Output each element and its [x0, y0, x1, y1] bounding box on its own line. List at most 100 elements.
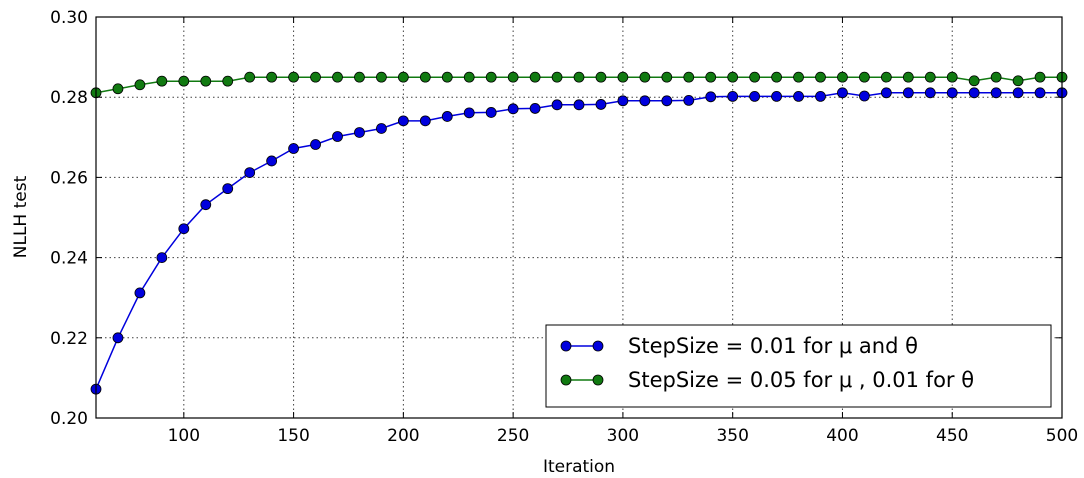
legend-marker — [592, 374, 604, 386]
series-2-point — [902, 71, 914, 83]
series-2-point — [924, 71, 936, 83]
series-group — [90, 71, 1068, 395]
series-1-point — [288, 143, 299, 154]
series-2-point — [178, 75, 190, 87]
series-2-point — [397, 71, 409, 83]
series-1-point — [815, 90, 826, 102]
series-2-point — [156, 75, 168, 87]
legend-label: StepSize = 0.01 for μ and θ — [628, 334, 918, 358]
series-2-point — [419, 71, 431, 83]
series-1-point — [924, 87, 936, 99]
series-1-point — [968, 87, 980, 99]
x-tick-label: 200 — [387, 426, 419, 446]
series-1-point — [683, 95, 695, 106]
series-1-point — [661, 95, 673, 107]
series-1 — [90, 87, 1068, 395]
tick-labels: 100 150 200 250 300 350 400 450 500 0.20 0.22 0.24 0… — [50, 8, 1078, 446]
x-tick-label: 150 — [277, 426, 309, 446]
legend-label: StepSize = 0.05 for μ , 0.01 for θ — [628, 368, 974, 392]
series-2-point — [551, 71, 563, 83]
series-2-point — [485, 71, 497, 83]
series-2-point — [815, 71, 826, 83]
series-1-point — [573, 99, 585, 111]
series-1-point — [156, 252, 168, 264]
series-2-point — [880, 71, 892, 83]
series-1-point — [507, 103, 519, 115]
y-tick-label: 0.24 — [50, 249, 88, 269]
series-1-point — [397, 115, 409, 127]
series-1-point — [859, 90, 870, 102]
series-2-point — [244, 71, 256, 83]
legend-box — [545, 324, 1052, 408]
series-1-point — [771, 90, 782, 102]
series-2-point — [617, 71, 629, 83]
series-2-point — [749, 71, 761, 83]
series-2-point — [507, 71, 519, 83]
series-1-point — [837, 87, 848, 99]
series-1-point — [112, 332, 124, 344]
series-2-point — [200, 75, 212, 87]
series-2-point — [661, 71, 673, 83]
series-1-point — [178, 223, 190, 235]
y-axis-label: NLLH test — [11, 175, 31, 258]
series-2-point — [705, 71, 717, 83]
series-1-point — [793, 90, 804, 102]
series-1-point — [419, 115, 431, 127]
series-1-point — [463, 107, 475, 119]
series-2-point — [771, 71, 782, 83]
series-2-point — [288, 71, 299, 83]
series-2-point — [112, 83, 124, 95]
series-2-point — [134, 79, 146, 91]
series-2-point — [310, 71, 321, 83]
x-tick-label: 500 — [1046, 426, 1078, 446]
series-2-point — [332, 71, 343, 83]
series-1-point — [134, 287, 146, 299]
series-1-point — [705, 91, 717, 103]
series-1-point — [551, 99, 563, 111]
series-1-point — [354, 127, 365, 138]
series-2 — [90, 71, 1068, 99]
series-2-point — [727, 71, 739, 83]
series-1-point — [244, 167, 256, 178]
series-2-point — [946, 71, 958, 83]
y-tick-label: 0.22 — [50, 329, 88, 349]
series-1-point — [266, 155, 278, 167]
legend-marker — [560, 340, 572, 352]
series-1-point — [1034, 87, 1046, 99]
series-2-point — [595, 71, 607, 83]
x-tick-label: 300 — [607, 426, 639, 446]
series-1-point — [749, 90, 761, 102]
series-2-point — [573, 71, 585, 83]
legend: StepSize = 0.01 for μ and θ StepSize = 0.… — [545, 324, 1052, 408]
series-1-point — [332, 131, 343, 142]
axis-ticks — [96, 16, 1063, 419]
series-1-point — [946, 87, 958, 99]
series-2-point — [222, 75, 234, 87]
series-2-point — [1012, 75, 1024, 87]
series-1-point — [529, 103, 541, 114]
x-tick-label: 450 — [936, 426, 968, 446]
series-1-point — [902, 87, 914, 99]
x-tick-label: 400 — [826, 426, 858, 446]
series-2-point — [529, 71, 541, 83]
series-2-point — [990, 71, 1002, 83]
x-tick-label: 250 — [497, 426, 529, 446]
y-tick-label: 0.20 — [50, 409, 88, 429]
series-2-point — [793, 71, 804, 83]
series-2-point — [354, 71, 365, 83]
series-2-point — [463, 71, 475, 83]
series-1-point — [595, 99, 607, 110]
series-1-point — [485, 107, 497, 118]
series-2-point — [376, 71, 387, 83]
y-tick-label: 0.28 — [50, 88, 88, 108]
legend-marker — [592, 340, 604, 352]
series-1-point — [200, 199, 212, 211]
series-1-point — [310, 139, 321, 150]
series-1-point — [222, 183, 234, 195]
series-1-point — [1012, 87, 1024, 99]
series-2-point — [639, 71, 651, 83]
series-1-point — [727, 90, 739, 102]
y-tick-label: 0.30 — [50, 8, 88, 28]
series-2-point — [859, 71, 870, 83]
